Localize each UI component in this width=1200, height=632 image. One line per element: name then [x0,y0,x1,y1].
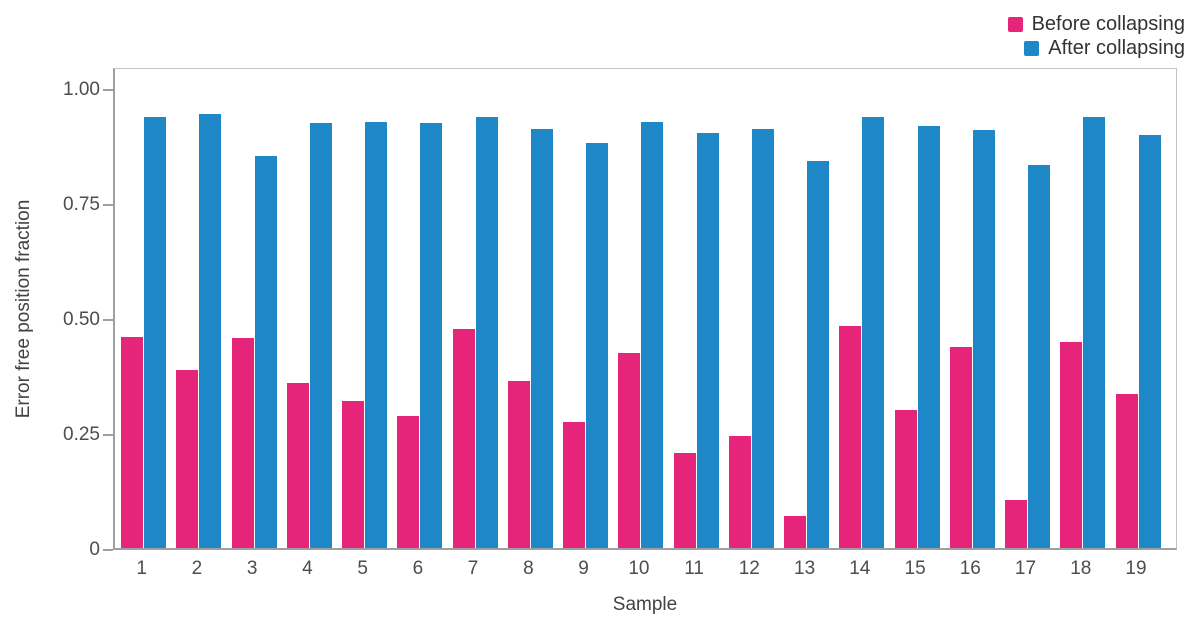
y-tick-label: 1.00 [63,79,100,100]
y-tick-mark [103,319,113,321]
x-tick-label: 15 [904,558,926,579]
bar-after-sample-1 [144,117,167,548]
bar-after-sample-16 [972,129,995,548]
bar-after-sample-3 [254,156,277,548]
legend-swatch-icon [1007,16,1023,32]
x-tick-label: 7 [467,558,479,579]
bar-after-sample-18 [1083,117,1106,548]
bar-after-sample-6 [420,123,443,548]
bar-after-sample-13 [807,161,830,548]
bar-after-sample-9 [586,143,609,548]
x-tick-label: 14 [849,558,871,579]
plot-area [113,68,1177,550]
bar-after-sample-4 [309,123,332,548]
legend-swatch-icon [1024,40,1040,56]
y-tick-label: 0.50 [63,309,100,330]
x-tick-label: 8 [523,558,534,579]
bar-before-sample-2 [176,370,199,548]
bar-after-sample-14 [862,117,885,548]
bar-before-sample-7 [452,328,475,548]
bar-before-sample-1 [121,336,144,548]
bar-before-sample-5 [342,401,365,548]
bar-before-sample-12 [728,436,751,548]
x-tick-label: 10 [628,558,650,579]
x-tick-label: 5 [357,558,368,579]
x-tick-label: 16 [959,558,981,579]
bar-after-sample-7 [475,117,498,548]
y-tick-label: 0.25 [63,424,100,445]
bar-after-sample-10 [641,122,664,548]
bar-before-sample-8 [507,380,530,548]
x-tick-label: 2 [191,558,203,579]
bar-before-sample-4 [286,382,309,548]
bar-before-sample-10 [618,353,641,548]
x-tick-label: 6 [412,558,424,579]
bar-after-sample-5 [365,122,388,548]
legend-row-before: Before collapsing [1007,13,1185,35]
x-tick-label: 11 [684,558,704,579]
bar-before-sample-19 [1115,393,1138,548]
bar-before-sample-15 [894,409,917,548]
y-tick-label: 0.75 [63,194,100,215]
x-tick-label: 4 [302,558,313,579]
bar-before-sample-14 [839,326,862,548]
bar-after-sample-12 [751,128,774,548]
legend-label: Before collapsing [1031,13,1185,35]
bar-before-sample-9 [563,422,586,548]
bar-before-sample-6 [397,416,420,548]
y-tick-mark [103,89,113,91]
bar-before-sample-16 [949,347,972,548]
x-tick-label: 18 [1070,558,1092,579]
bar-after-sample-11 [696,133,719,548]
y-tick-mark [103,434,113,436]
bar-after-sample-8 [530,128,553,548]
bar-before-sample-13 [784,515,807,548]
x-tick-label: 3 [246,558,258,579]
bar-after-sample-2 [199,113,222,548]
bar-before-sample-17 [1005,499,1027,548]
bar-before-sample-3 [231,337,254,548]
legend-label: After collapsing [1048,37,1185,59]
bar-before-sample-11 [673,453,696,548]
bar-after-sample-19 [1138,134,1161,548]
chart-legend: Before collapsing After collapsing [1007,13,1185,59]
legend-row-after: After collapsing [1008,37,1185,59]
bar-before-sample-18 [1060,341,1083,548]
y-tick-mark [103,204,113,206]
x-tick-label: 13 [794,558,816,579]
bar-after-sample-17 [1028,165,1050,548]
x-tick-label: 12 [738,558,760,579]
x-tick-label: 9 [578,558,589,579]
x-axis-title: Sample [612,594,678,615]
y-tick-mark [103,549,113,551]
x-tick-label: 19 [1125,558,1147,579]
y-tick-label: 0 [89,539,100,560]
x-tick-label: 17 [1014,558,1037,579]
x-tick-label: 1 [136,558,147,579]
bar-after-sample-15 [917,125,940,548]
